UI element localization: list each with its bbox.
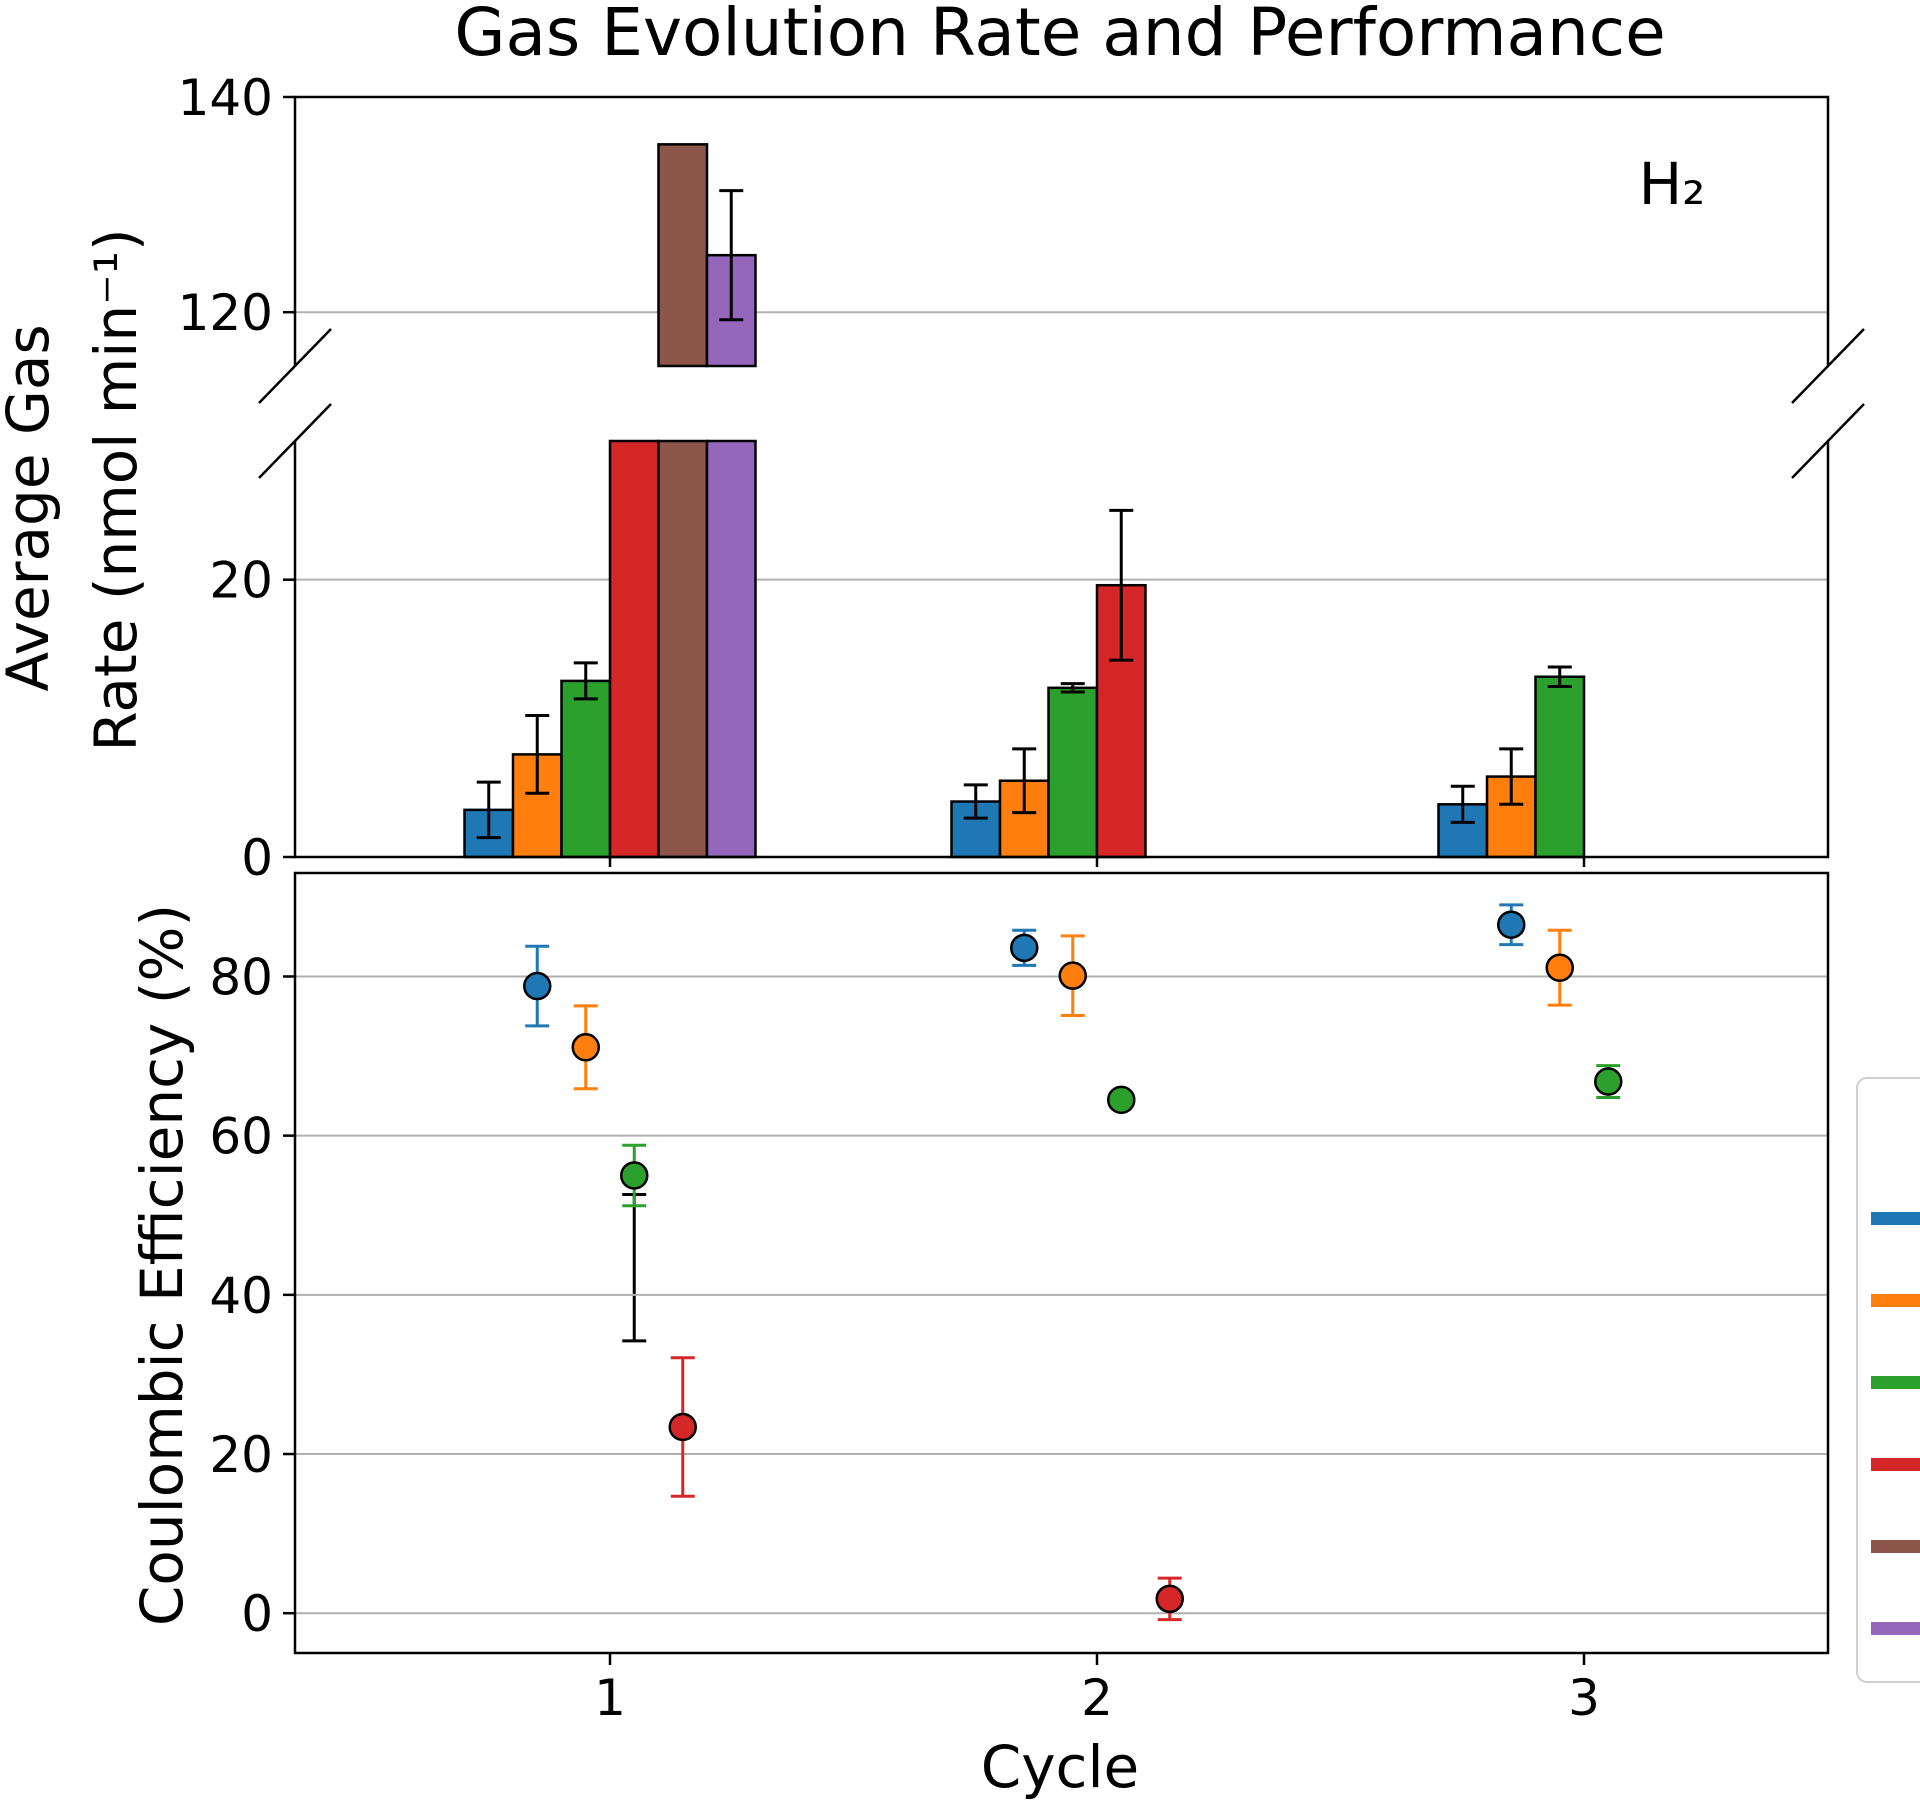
legend-swatch (1871, 1294, 1920, 1307)
bar (608, 439, 660, 859)
legend-swatch (1871, 1212, 1920, 1225)
bottom-y-axis-label: Coulombic Efficiency (%) (128, 904, 196, 1626)
data-point (668, 1412, 697, 1442)
y-tick-label: 20 (209, 552, 273, 610)
y-tick-label: 80 (209, 948, 273, 1006)
x-tick-label: 1 (594, 1669, 626, 1727)
data-point (571, 1033, 600, 1062)
data-point (620, 1161, 649, 1190)
bar (1047, 686, 1099, 859)
bar (657, 439, 709, 859)
top-y-axis-label-line1: Average Gas (0, 324, 62, 691)
y-tick-label: 0 (241, 829, 273, 887)
data-point (1058, 961, 1087, 990)
y-tick-label: 120 (178, 284, 273, 342)
axis-break-mark (258, 328, 332, 404)
top-panel-upper: 120 140 (178, 69, 1865, 1343)
legend-swatch (1871, 1458, 1920, 1471)
axes-frame (293, 871, 1830, 1655)
bar (705, 439, 757, 859)
y-tick-label: 20 (209, 1426, 273, 1484)
data-point (1155, 1584, 1184, 1614)
data-point (523, 971, 552, 1001)
legend-swatch (1871, 1622, 1920, 1635)
data-point (1497, 910, 1526, 939)
top-y-axis-label-line2: Rate (nmol min⁻¹) (82, 228, 150, 751)
chart-title: Gas Evolution Rate and Performance (454, 0, 1665, 71)
y-tick-label: 40 (209, 1267, 273, 1325)
y-tick-label: 60 (209, 1108, 273, 1166)
y-tick-label: 140 (178, 69, 273, 127)
bar (657, 143, 709, 368)
data-point (1545, 953, 1574, 982)
x-tick-label: 2 (1081, 1669, 1113, 1727)
top-panel-lower: 0 20 (209, 403, 1865, 887)
bar (1534, 675, 1586, 859)
y-tick-label: 0 (241, 1585, 273, 1643)
axes-frame (293, 95, 1830, 366)
bar (560, 679, 612, 859)
axes-frame (293, 441, 1830, 859)
x-tick-label: 3 (1568, 1669, 1600, 1727)
bottom-panel: 0 20 40 60 80 1 2 3 (209, 871, 1830, 1727)
legend-swatch (1871, 1540, 1920, 1553)
axis-break-mark (1791, 403, 1865, 479)
legend-swatch (1871, 1376, 1920, 1389)
annotation-h2: H₂ (1639, 150, 1706, 218)
legend (1856, 1077, 1920, 1683)
x-axis-label: Cycle (981, 1733, 1140, 1801)
data-point (1594, 1067, 1623, 1096)
axis-break-mark (258, 403, 332, 479)
data-point (1107, 1085, 1136, 1115)
axis-break-mark (1791, 328, 1865, 404)
data-point (1010, 933, 1039, 963)
